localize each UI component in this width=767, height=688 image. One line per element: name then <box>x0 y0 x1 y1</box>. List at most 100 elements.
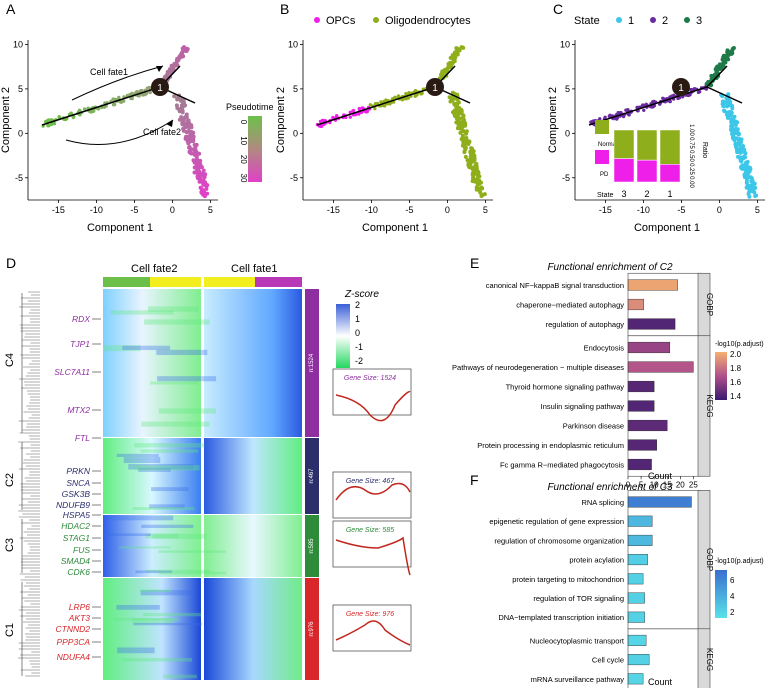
legend-tick: 4 <box>730 592 735 601</box>
cell-point <box>748 183 753 188</box>
cell-point <box>729 117 734 122</box>
inset-bar-pd <box>613 158 635 183</box>
x-axis-label: Count <box>648 471 673 481</box>
cell-point <box>621 114 626 119</box>
heatmap-streak <box>145 569 210 573</box>
gene-size-label: Gene Size: 1524 <box>344 375 396 382</box>
cluster-bar <box>305 578 319 680</box>
heatmap-streak <box>106 515 174 521</box>
x-tick-label: 5 <box>755 205 760 215</box>
cell-point <box>460 45 465 50</box>
heatmap-streak <box>134 465 200 471</box>
enrichment-bar <box>627 298 644 311</box>
cell-point <box>351 108 356 113</box>
gene-label: LRP6 <box>69 602 91 612</box>
cell-point <box>138 89 143 93</box>
cell-point <box>476 171 481 176</box>
group-strip-label: GOBP <box>705 293 714 316</box>
cell-point <box>688 87 693 92</box>
term-label: mRNA surveillance pathway <box>531 675 625 684</box>
cell-point <box>454 107 459 112</box>
enrichment-bar <box>627 279 678 291</box>
cell-point <box>728 100 733 105</box>
enrichment-bar <box>627 554 648 566</box>
fate2-start-bar <box>103 277 150 287</box>
cell-point <box>406 96 411 100</box>
cell-point <box>748 167 753 172</box>
cell-point <box>46 123 50 128</box>
pseudotime-legend-ticks: 0 10 20 30 <box>239 120 248 183</box>
y-tick-label: 10 <box>560 39 570 49</box>
panel-letter: D <box>6 255 16 271</box>
cell-point <box>736 138 741 143</box>
heatmap-streak <box>158 550 226 553</box>
pseudotime-colorbar <box>248 116 262 182</box>
colorbar-f <box>715 570 727 618</box>
cell-point <box>400 98 405 102</box>
panel-f: F Functional enrichment of C3 RNA splici… <box>470 472 764 688</box>
cell-point <box>736 131 741 136</box>
legend-tick: 2.0 <box>730 350 742 359</box>
x-tick-label: 10 <box>650 480 659 489</box>
cell-point <box>91 109 96 113</box>
enrichment-bar <box>627 419 668 432</box>
cell-point <box>472 155 477 160</box>
legend-tick: 6 <box>730 576 735 585</box>
panel-c: C 10 5 0 -5 -15 -10 -5 0 5 Component 1 Componen… <box>547 1 765 234</box>
cell-point <box>745 159 750 164</box>
cell-point <box>172 94 177 99</box>
legend-tick: 30 <box>239 174 248 183</box>
cell-point <box>460 128 465 133</box>
term-label: chaperone−mediated autophagy <box>516 301 624 310</box>
cell-point <box>317 124 322 128</box>
x-ticks: -15 -10 -5 0 5 <box>599 200 760 215</box>
y-tick-label: 0 <box>565 128 570 138</box>
heatmap-streak <box>116 453 159 457</box>
term-label: RNA splicing <box>581 498 624 507</box>
cell-point <box>608 113 612 118</box>
y-tick-label: 10 <box>288 39 298 49</box>
heatmap-streak <box>139 589 172 592</box>
x-ticks: -15 -10 -5 0 5 <box>327 200 488 215</box>
x-tick-label: -15 <box>52 205 65 215</box>
cluster-count: n:585 <box>309 538 315 554</box>
gene-label: PRKN <box>66 466 90 476</box>
cell-point <box>188 150 193 155</box>
gene-size-label: Gene Size: 467 <box>346 478 395 485</box>
cell-point <box>753 185 758 190</box>
x-tick-label: -10 <box>637 205 650 215</box>
inset-ylabel: Ratio <box>701 142 708 158</box>
x-tick-label: 0 <box>717 205 722 215</box>
cell-point <box>364 110 368 114</box>
gene-labels: RDX TJP1 SLC7A11 MTX2 FTL PRKN SNCAGSK3BNDUFB9… <box>54 314 101 662</box>
cell-point <box>348 115 352 119</box>
cell-point <box>753 194 758 199</box>
enrichment-bar <box>627 673 644 685</box>
x-tick-label: 20 <box>676 480 685 489</box>
inset-bar-normal <box>659 129 681 165</box>
zscore-tick: 2 <box>355 300 360 310</box>
cell-point <box>393 95 397 100</box>
enrichment-bar <box>627 573 644 585</box>
zscore-ticks: 2 1 0 -1 -2 <box>355 300 363 366</box>
enrichment-bar <box>627 361 694 373</box>
y-tick-label: 5 <box>565 84 570 94</box>
cell-point <box>729 110 734 115</box>
heatmap-block-fate2 <box>103 289 201 437</box>
inset-bar-normal <box>613 129 635 159</box>
y-axis-label: Component 2 <box>547 87 559 153</box>
cell-point <box>463 147 468 152</box>
cluster-labels: C4 C2 C3 C1 <box>4 353 16 637</box>
y-tick-label: -5 <box>290 173 298 183</box>
term-label: Parkinson disease <box>563 422 624 431</box>
heatmap-streak <box>103 533 151 537</box>
enrichment-bar <box>627 496 692 508</box>
cell-point <box>748 175 753 180</box>
cell-point <box>198 162 203 167</box>
gene-size-label: Gene Size: 585 <box>346 527 394 534</box>
heatmap-streak <box>104 345 141 352</box>
fate2-end-bar <box>150 277 201 287</box>
cell-point <box>729 131 734 136</box>
enrichment-bar <box>627 634 647 646</box>
zscore-tick: -2 <box>355 356 363 366</box>
